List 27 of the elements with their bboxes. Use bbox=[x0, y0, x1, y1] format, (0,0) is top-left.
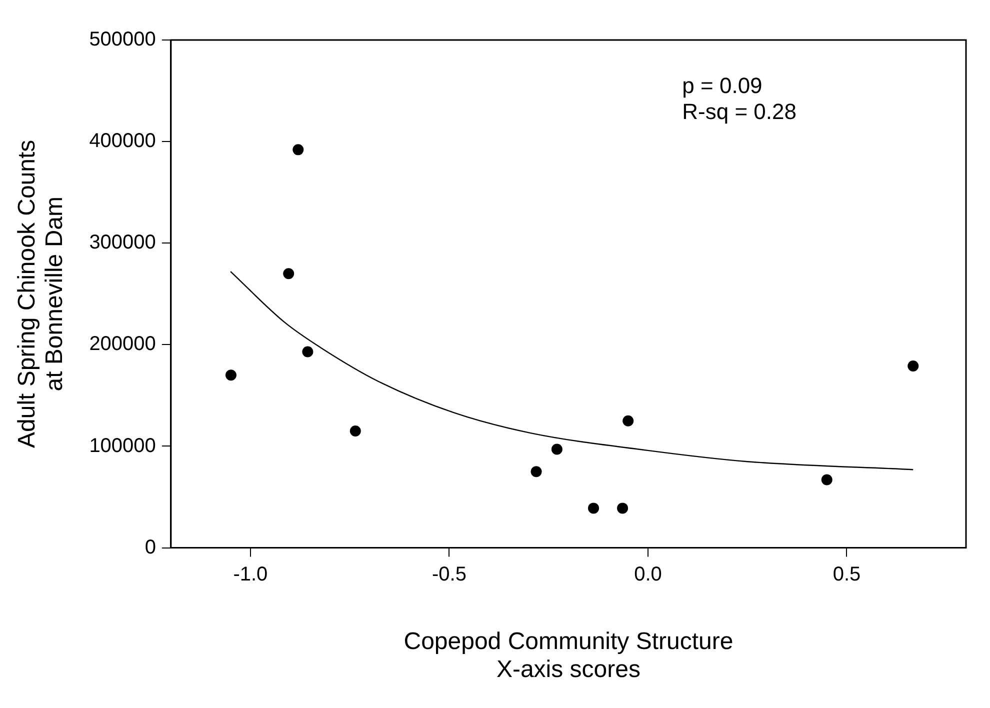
point bbox=[530, 466, 542, 478]
y-axis-title: Adult Spring Chinook Counts at Bonneville Dam bbox=[13, 140, 68, 448]
line-series bbox=[230, 270, 914, 470]
point bbox=[551, 444, 562, 455]
y-tick-label: 100000 bbox=[89, 434, 156, 457]
point bbox=[302, 346, 314, 358]
point bbox=[588, 502, 600, 514]
x-tick-label: 0.5 bbox=[832, 563, 861, 586]
y-tick-label: 0 bbox=[144, 536, 156, 558]
point bbox=[908, 360, 919, 372]
point bbox=[617, 502, 628, 514]
point bbox=[350, 426, 361, 437]
y-tick-label: 400000 bbox=[89, 130, 156, 152]
x-axis-title: Copepod Community Structure X-axis scores bbox=[404, 628, 734, 683]
y-tick-label: 200000 bbox=[89, 333, 156, 356]
point bbox=[292, 144, 304, 156]
x-tick-label: -1.0 bbox=[233, 563, 268, 586]
point bbox=[821, 474, 832, 486]
y-tick-label: 500000 bbox=[89, 28, 156, 51]
x-tick-label: -0.5 bbox=[432, 563, 466, 586]
y-tick-label: 300000 bbox=[89, 232, 156, 254]
point bbox=[622, 415, 634, 426]
annotation: R-sq = 0.28 bbox=[682, 99, 797, 124]
x-tick-label: 0.0 bbox=[634, 563, 662, 586]
point bbox=[283, 268, 294, 280]
point bbox=[225, 370, 236, 381]
annotation: p = 0.09 bbox=[682, 73, 762, 98]
